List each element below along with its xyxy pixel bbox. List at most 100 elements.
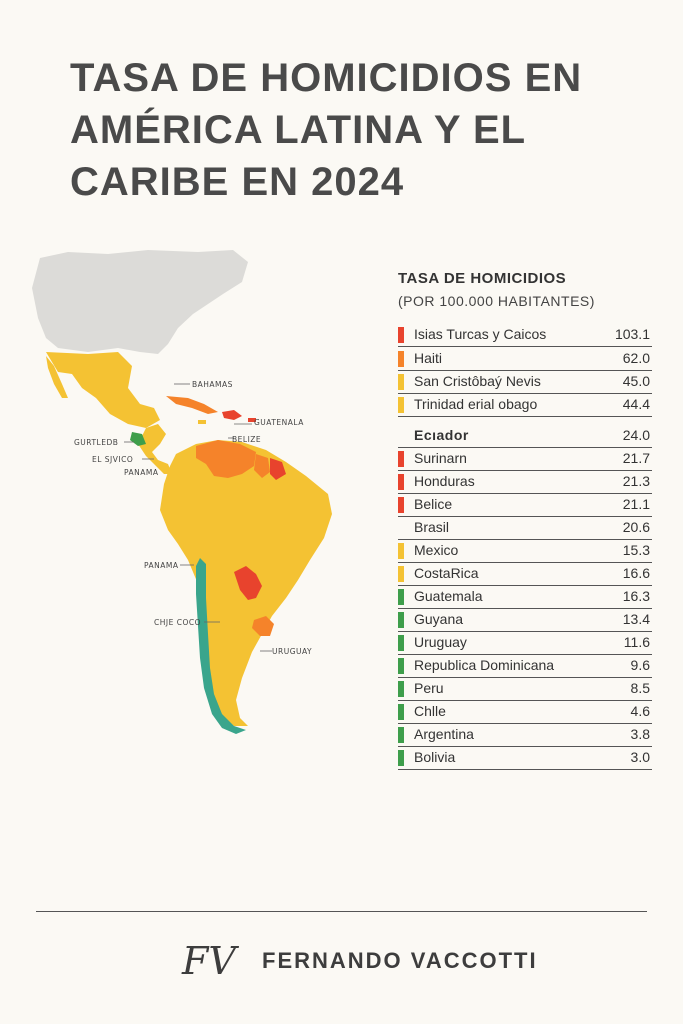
rate-value: 11.6 (623, 634, 650, 650)
guyana-region (254, 454, 270, 478)
country-name: Guyana (414, 611, 464, 627)
rate-value: 24.0 (622, 427, 650, 443)
rate-swatch (398, 750, 404, 766)
suriname-region (270, 458, 286, 480)
country-name: Guatemala (414, 588, 483, 604)
mexico-land (46, 352, 160, 428)
rate-value: 20.6 (622, 519, 650, 535)
country-name: Haiti (414, 350, 443, 366)
rate-swatch (398, 704, 404, 720)
table-row: Belice 21.1 (398, 494, 652, 517)
table-row: Peru 8.5 (398, 678, 652, 701)
map-label-el-sjvico: EL SJVICO (92, 455, 133, 464)
rate-swatch (398, 451, 404, 467)
country-name: CostaRica (414, 565, 479, 581)
north-america-land (32, 250, 248, 354)
map-label-guatenala: GUATENALA (254, 418, 304, 427)
rate-swatch (398, 497, 404, 513)
table-row: Chlle 4.6 (398, 701, 652, 724)
chile-region (196, 558, 246, 734)
rate-value: 8.5 (630, 680, 650, 696)
brand-name: FERNANDO VACCOTTI (262, 948, 538, 973)
rate-swatch (398, 612, 404, 628)
table-row: Brasil 20.6 (398, 517, 652, 540)
paraguay-region (234, 566, 262, 600)
legend-subtitle: (POR 100.000 HABITANTES) (398, 293, 595, 309)
rate-swatch (398, 397, 404, 413)
uruguay-region (252, 616, 274, 636)
title-line-1: TASA DE HOMICIDIOS EN (70, 56, 583, 100)
rate-value: 62.0 (622, 350, 650, 366)
table-row: Haiti 62.0 (398, 348, 652, 371)
rate-value: 21.1 (622, 496, 650, 512)
map-label-panama-mid: PANAMA (144, 561, 179, 570)
venezuela-region (196, 440, 256, 478)
country-name: Uruguay (414, 634, 467, 650)
country-name: Argentina (414, 726, 474, 742)
table-row: Honduras 21.3 (398, 471, 652, 494)
jamaica-land (198, 420, 206, 424)
rate-swatch (398, 727, 404, 743)
country-name: Republica Dominicana (414, 657, 555, 673)
hispaniola-land (222, 410, 242, 420)
rate-value: 16.6 (622, 565, 650, 581)
table-row: Argentina 3.8 (398, 724, 652, 747)
rate-value: 45.0 (622, 373, 650, 389)
page-title: TASA DE HOMICIDIOS EN AMÉRICA LATINA Y E… (70, 52, 630, 208)
rate-value: 13.4 (622, 611, 650, 627)
table-row: Mexico 15.3 (398, 540, 652, 563)
puerto-rico-land (248, 418, 256, 422)
country-name: Peru (414, 680, 444, 696)
table-row: Ecıador 24.0 (398, 425, 652, 448)
rate-swatch (398, 428, 404, 444)
rate-value: 9.6 (630, 657, 650, 673)
svg-text:FV: FV (181, 939, 239, 982)
table-row: San Cristôbaý Nevis 45.0 (398, 371, 652, 394)
rate-swatch (398, 374, 404, 390)
rate-swatch (398, 635, 404, 651)
baja-land (46, 356, 68, 398)
table-row: Bolivia 3.0 (398, 747, 652, 770)
rate-swatch (398, 351, 404, 367)
rate-swatch (398, 520, 404, 536)
rate-value: 3.8 (630, 726, 650, 742)
table-row: Trinidad erial obago 44.4 (398, 394, 652, 417)
table-row: CostaRica 16.6 (398, 563, 652, 586)
rate-swatch (398, 327, 404, 343)
country-name: Chlle (414, 703, 446, 719)
country-name: Ecıador (414, 427, 469, 443)
map-label-bahamas: BAHAMAS (192, 380, 233, 389)
rate-swatch (398, 566, 404, 582)
country-name: Brasil (414, 519, 450, 535)
central-america-land (138, 424, 172, 474)
table-row: Isias Turcas y Caicos 103.1 (398, 324, 652, 347)
rate-value: 4.6 (630, 703, 650, 719)
legend-title: TASA DE HOMICIDIOS (398, 270, 567, 287)
rate-value: 103.1 (614, 326, 650, 342)
map-label-gurtledb: GURTLEDB (74, 438, 118, 447)
rate-swatch (398, 474, 404, 490)
map-label-belize: BELIZE (232, 435, 261, 444)
table-row: Guatemala 16.3 (398, 586, 652, 609)
country-name: Belice (414, 496, 453, 512)
homicide-rate-legend: TASA DE HOMICIDIOS (POR 100.000 HABITANT… (398, 270, 654, 770)
rate-value: 44.4 (622, 396, 650, 412)
table-row: Guyana 13.4 (398, 609, 652, 632)
table-row: Uruguay 11.6 (398, 632, 652, 655)
country-name: Surinarn (414, 450, 467, 466)
rate-value: 21.3 (622, 473, 650, 489)
footer-divider (36, 911, 647, 912)
rate-swatch (398, 681, 404, 697)
rate-swatch (398, 543, 404, 559)
country-name: Trinidad erial obago (414, 396, 538, 412)
rate-value: 16.3 (622, 588, 650, 604)
country-name: Mexico (414, 542, 459, 558)
region-map: BAHAMAS GUATENALA BELIZE GURTLEDB EL SJV… (32, 250, 332, 734)
map-label-chje-coco: CHJE COCO (154, 618, 201, 627)
table-row: Republica Dominicana 9.6 (398, 655, 652, 678)
table-row: Surinarn 21.7 (398, 448, 652, 471)
central-america-green (130, 432, 146, 446)
rate-value: 3.0 (630, 749, 650, 765)
title-line-2: AMÉRICA LATINA Y EL (70, 108, 527, 152)
map-label-panama-top: PANAMA (124, 468, 159, 477)
